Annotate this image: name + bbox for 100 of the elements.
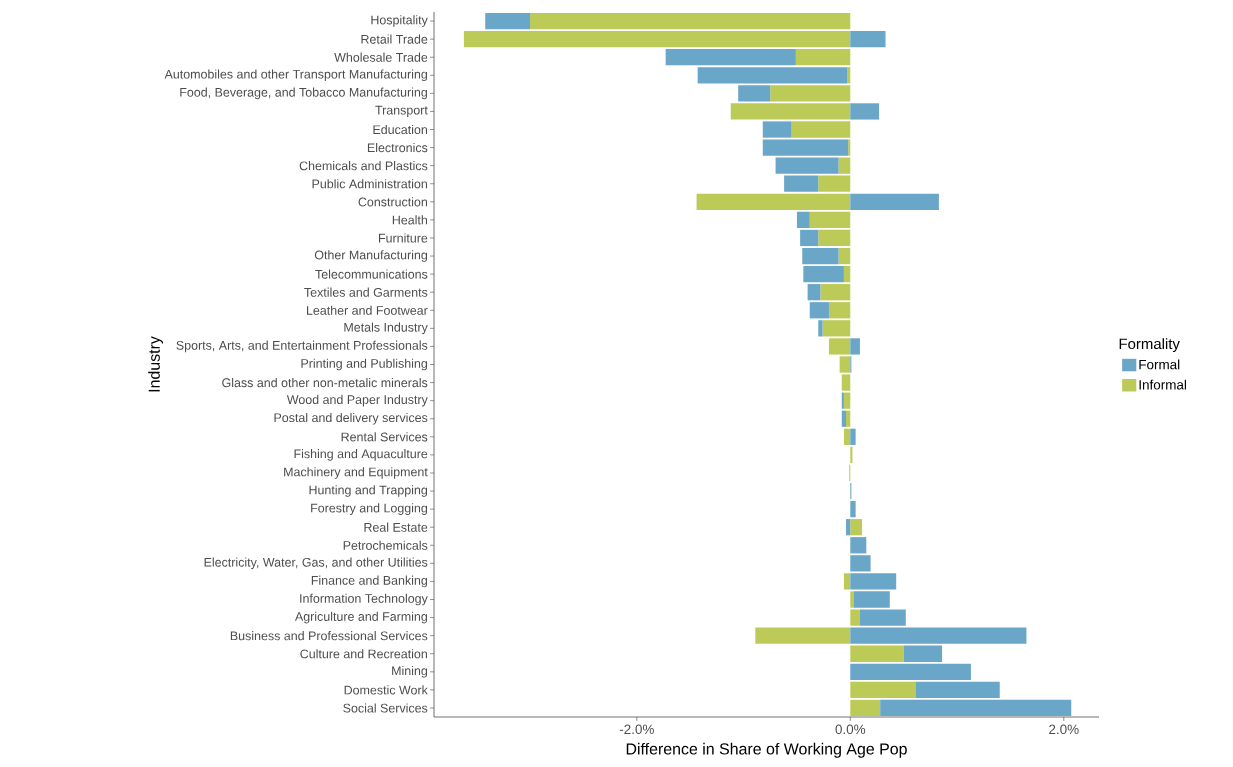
bar: [463, 30, 851, 48]
bar: [846, 410, 851, 427]
bar: [838, 247, 851, 265]
y-tick-label: Rental Services: [341, 432, 428, 442]
y-tick-label: Postal and delivery services: [274, 412, 428, 425]
bar: [784, 175, 819, 192]
y-tick-label: Other Manufacturing: [314, 250, 427, 262]
y-tick-label: Sports, Arts, and Entertainment Professionals: [176, 340, 428, 353]
bar: [818, 175, 851, 192]
bar: [665, 49, 796, 66]
bar: [530, 12, 851, 30]
bar: [770, 85, 851, 102]
bar: [696, 193, 851, 210]
bar: [738, 85, 771, 102]
bar: [795, 49, 851, 66]
y-tick-label: Agriculture and Farming: [294, 611, 427, 624]
y-tick-label: Hospitality: [371, 15, 428, 27]
bar: [802, 247, 839, 265]
y-tick-label: Fishing and Aquaculture: [294, 449, 428, 461]
y-tick-label: Electronics: [367, 143, 428, 153]
bar: [850, 446, 853, 464]
bar: [809, 302, 829, 319]
y-tick-label: Electricity, Water, Gas, and other Utilities: [204, 557, 428, 570]
y-tick-label: Information Technology: [300, 593, 428, 606]
y-tick-label: Chemicals and Plastics: [299, 161, 428, 171]
y-tick-label: Textiles and Garments: [304, 287, 428, 297]
y-tick-label: Real Estate: [364, 522, 428, 532]
y-tick-label: Food, Beverage, and Tobacco Manufacturing: [180, 87, 427, 100]
bar: [843, 392, 851, 409]
y-tick-label: Education: [373, 124, 427, 135]
y-tick-label: Printing and Publishing: [301, 358, 427, 371]
y-tick-label: Wholesale Trade: [334, 52, 428, 62]
legend-label: Formal: [1139, 359, 1180, 370]
bar: [807, 284, 821, 301]
bar: [818, 229, 851, 247]
bar: [915, 681, 1000, 699]
x-axis-title: Difference in Share of Working Age Pop: [626, 742, 907, 758]
bar: [818, 320, 823, 337]
bar: [755, 627, 851, 644]
y-tick-label: Leather and Footwear: [306, 305, 428, 315]
y-tick-label: Business and Professional Services: [230, 631, 428, 641]
bar: [850, 103, 880, 120]
y-tick-label: Glass and other non-metalic minerals: [222, 378, 428, 388]
bar: [850, 627, 1027, 644]
bar: [903, 645, 943, 662]
bar: [800, 229, 819, 247]
bar: [880, 699, 1072, 717]
bar: [843, 573, 851, 590]
y-tick-label: Forestry and Logging: [311, 503, 427, 515]
y-tick-label: Health: [392, 215, 427, 225]
y-tick-label: Wood and Paper Industry: [286, 394, 428, 407]
bar: [850, 555, 871, 572]
bar: [822, 320, 851, 337]
bar: [850, 699, 881, 717]
bar: [847, 67, 851, 84]
y-tick-label: Public Administration: [312, 179, 427, 189]
y-tick-label: Transport: [375, 105, 428, 117]
bar: [850, 537, 867, 554]
x-tick-label: 0.0%: [835, 724, 866, 735]
y-tick-label: Finance and Banking: [311, 575, 427, 588]
y-tick-label: Retail Trade: [361, 34, 428, 44]
y-tick-label: Furniture: [379, 233, 428, 243]
bar: [841, 410, 847, 427]
bar: [841, 392, 844, 409]
y-tick-label: Construction: [358, 197, 427, 207]
bar: [850, 428, 856, 445]
bar: [850, 30, 886, 48]
y-tick-label: Domestic Work: [344, 685, 428, 695]
bar: [850, 681, 916, 699]
x-tick-label: -2.0%: [619, 724, 654, 735]
bar: [850, 193, 939, 210]
bar: [843, 428, 851, 445]
legend-label: Informal: [1139, 379, 1186, 390]
bar: [796, 211, 810, 229]
legend-title: Formality: [1119, 338, 1180, 353]
bar: [850, 663, 971, 680]
bar: [803, 265, 844, 283]
y-axis-title: Industry: [148, 336, 164, 392]
y-tick-label: Social Services: [343, 703, 428, 713]
x-tick-label: 2.0%: [1049, 724, 1079, 735]
bar: [820, 284, 851, 301]
bar: [697, 67, 848, 84]
bar: [846, 519, 851, 536]
bar: [809, 211, 851, 229]
y-tick-label: Telecommunications: [315, 269, 428, 279]
bar: [850, 519, 863, 536]
y-tick-label: Mining: [392, 666, 428, 678]
y-tick-label: Metals Industry: [344, 322, 428, 335]
bar: [775, 157, 839, 174]
bar: [850, 645, 904, 662]
bar: [485, 12, 531, 30]
y-tick-label: Culture and Recreation: [300, 649, 427, 659]
bar: [850, 500, 856, 518]
bar: [843, 265, 851, 283]
bar: [838, 157, 851, 174]
y-tick-label: Hunting and Trapping: [309, 485, 427, 497]
y-tick-label: Machinery and Equipment: [284, 467, 428, 479]
y-tick-label: Automobiles and other Transport Manufacturing: [164, 69, 427, 82]
bar: [828, 302, 851, 319]
y-tick-label: Petrochemicals: [343, 540, 428, 550]
